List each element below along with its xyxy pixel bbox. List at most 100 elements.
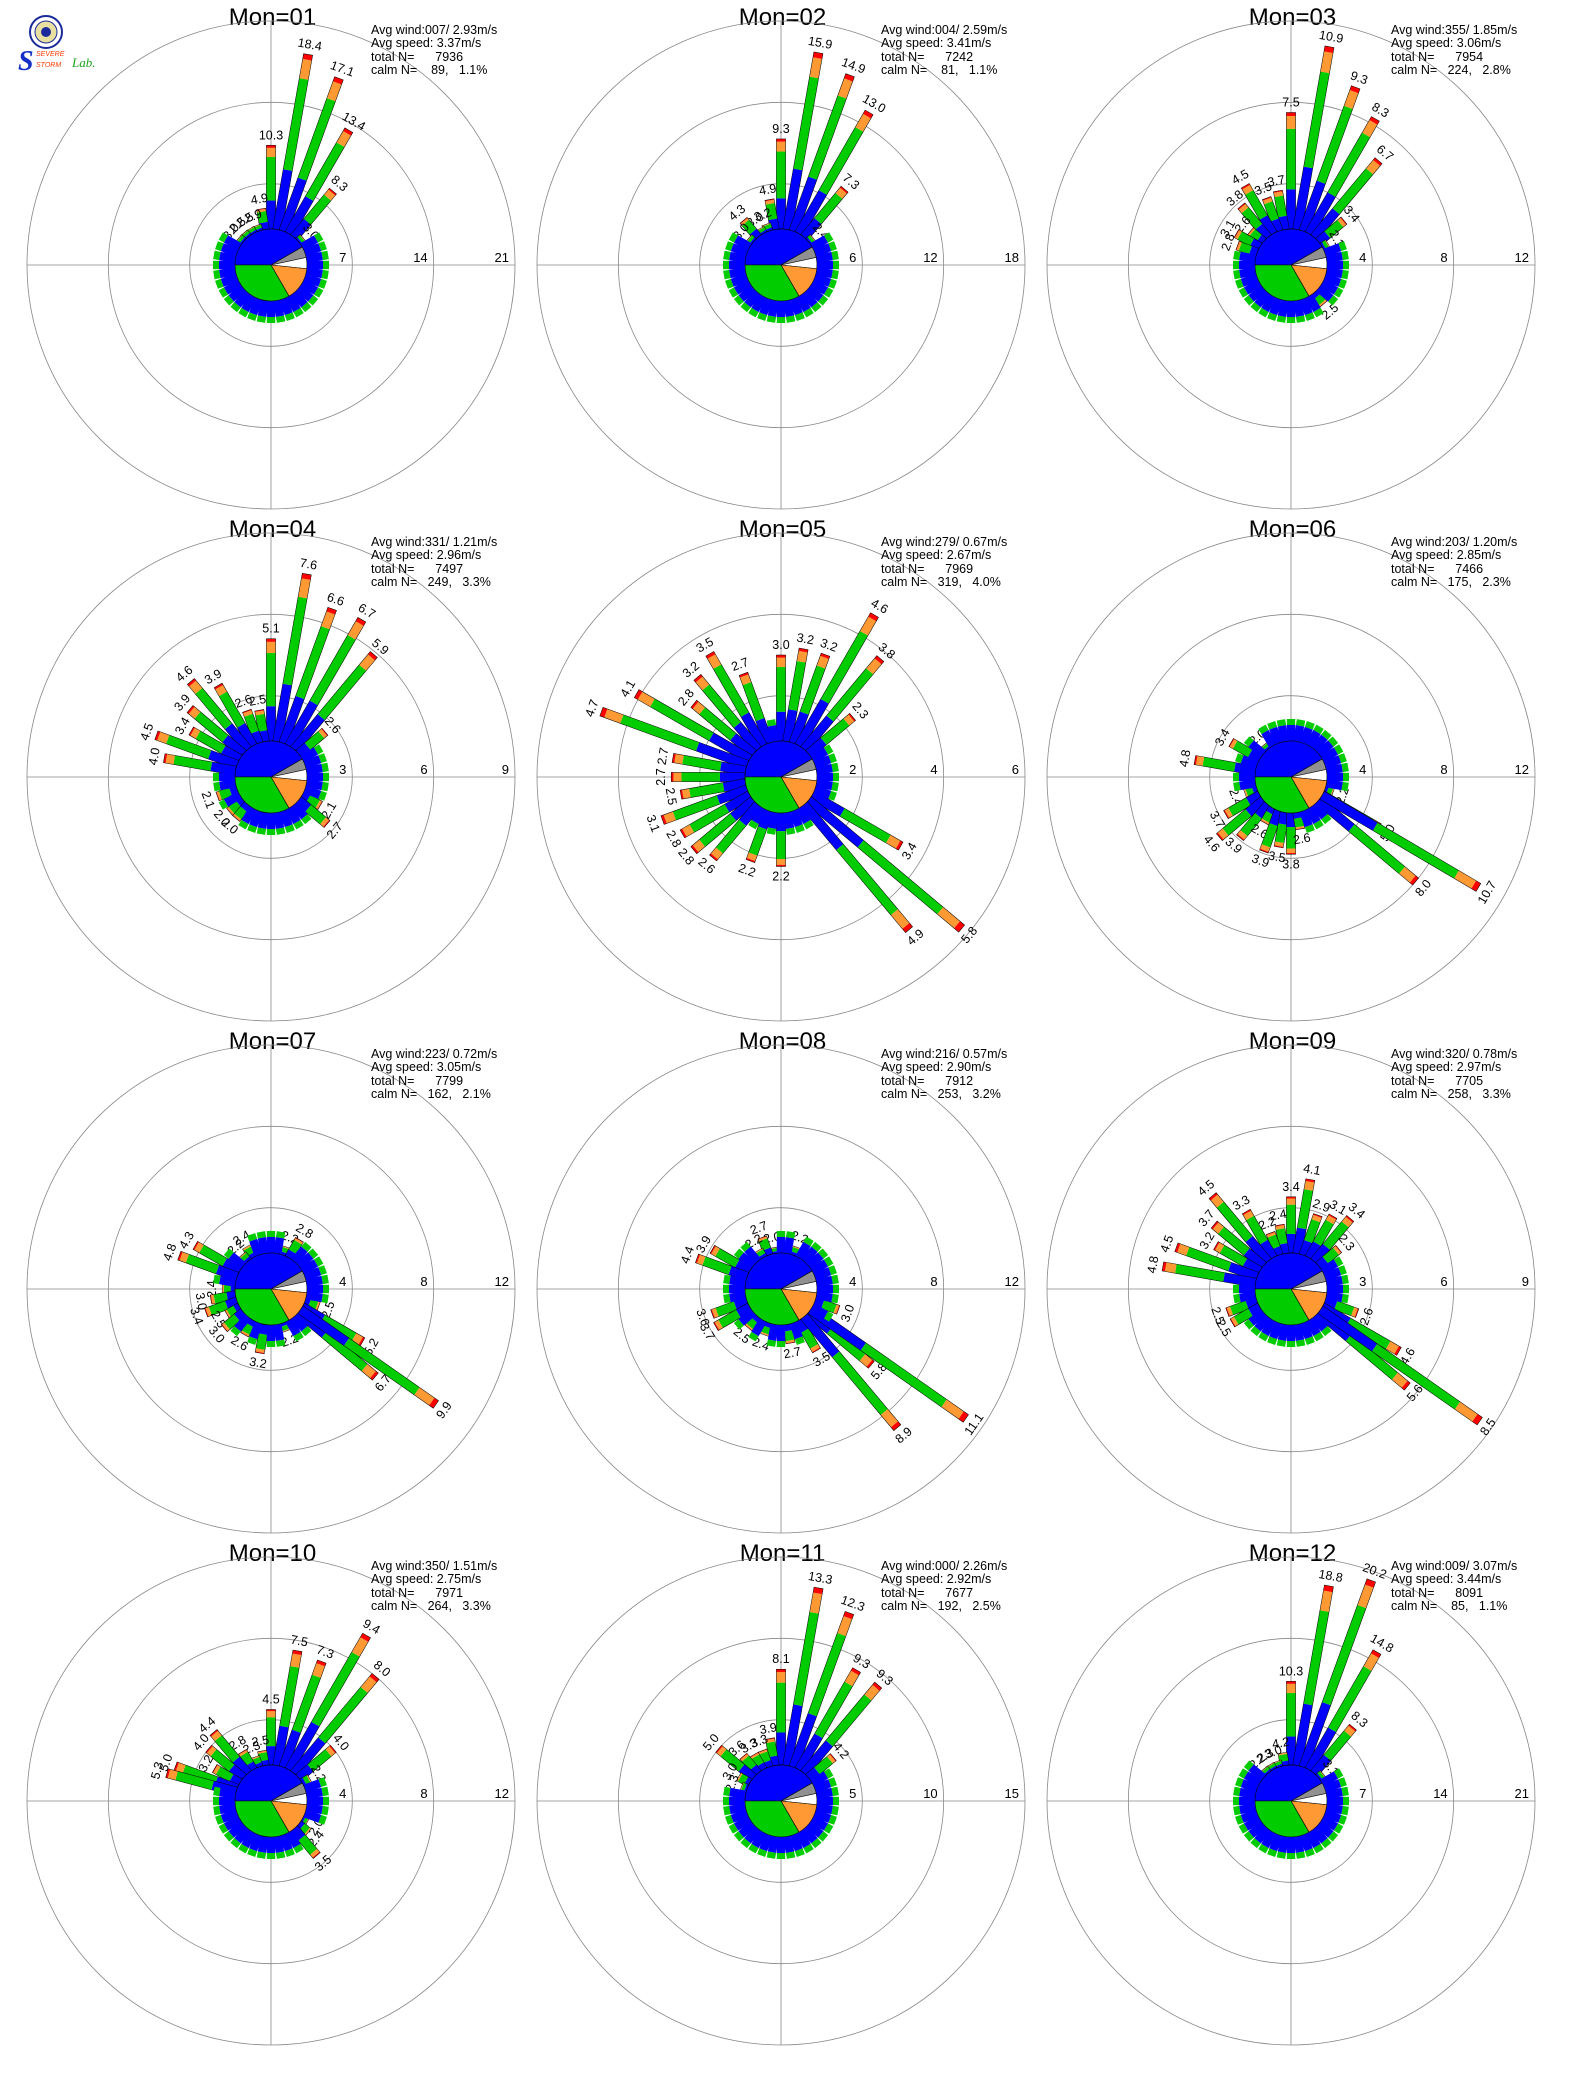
bar-segment xyxy=(828,1265,837,1276)
bar-segment xyxy=(1295,825,1305,830)
bar-segment xyxy=(1304,312,1315,321)
minor-bars xyxy=(1233,241,1349,323)
minor-bar xyxy=(1320,1768,1344,1787)
bar-segment xyxy=(290,1246,308,1265)
bar-segment xyxy=(1286,813,1296,828)
bar-segment xyxy=(1325,779,1343,791)
bar-segment xyxy=(1243,1760,1254,1771)
bar-segment xyxy=(776,655,786,658)
bar-segment xyxy=(776,711,786,741)
minor-bar xyxy=(783,1231,796,1255)
bar-segment xyxy=(1245,791,1263,806)
bar-segment xyxy=(318,241,327,252)
direction-bar xyxy=(738,671,774,746)
bar-segment xyxy=(1370,1649,1381,1658)
bar-segment xyxy=(740,1753,749,1762)
direction-bar xyxy=(266,638,276,742)
bar-segment xyxy=(1258,1331,1269,1342)
minor-bar xyxy=(1325,1274,1349,1287)
bar-segment xyxy=(815,763,833,775)
bar-segment xyxy=(810,279,829,295)
bar-segment xyxy=(266,317,276,323)
bar-segment xyxy=(759,297,773,316)
bar-segment xyxy=(300,747,319,763)
bar-segment xyxy=(242,1244,252,1251)
minor-bar xyxy=(273,299,286,323)
bar-segment xyxy=(304,1827,312,1836)
bar-segment xyxy=(1295,1339,1306,1347)
minor-bar xyxy=(1286,1837,1296,1859)
bar-segment xyxy=(414,1387,435,1406)
bar-segment xyxy=(154,730,161,741)
stats-total: total N= 7242 xyxy=(881,49,974,64)
bar-label: 4.5 xyxy=(262,1693,279,1707)
direction-bar xyxy=(794,1667,861,1773)
bar-segment xyxy=(303,755,322,769)
bar-segment xyxy=(813,785,832,799)
bar-segment xyxy=(1258,724,1269,735)
bar-segment xyxy=(303,194,332,225)
bar-segment xyxy=(1245,190,1268,220)
bar-segment xyxy=(1274,195,1287,218)
bar-segment xyxy=(1286,725,1296,741)
bar-segment xyxy=(730,1809,749,1823)
bar-segment xyxy=(326,607,337,615)
minor-bar xyxy=(305,1786,329,1799)
bar-segment xyxy=(218,287,229,298)
bar-segment xyxy=(219,267,237,279)
bar-segment xyxy=(1303,1610,1330,1706)
bar-segment xyxy=(210,1294,216,1304)
bar-segment xyxy=(733,279,752,295)
bar-segment xyxy=(1286,848,1296,854)
minor-bar xyxy=(776,301,786,323)
bar-segment xyxy=(813,243,832,257)
bar-segment xyxy=(208,750,239,770)
bar-segment xyxy=(1243,279,1262,295)
bar-segment xyxy=(810,747,829,763)
bar-segment xyxy=(1454,870,1477,889)
bar-segment xyxy=(279,809,293,828)
bar-segment xyxy=(813,1809,832,1823)
bar-label: 2.9 xyxy=(1311,1196,1332,1215)
bar-segment xyxy=(1298,180,1326,233)
minor-bar xyxy=(805,1820,829,1842)
pie-slice-blue xyxy=(234,228,303,266)
bar-segment xyxy=(696,1254,706,1266)
bar-segment xyxy=(805,737,827,758)
bar-segment xyxy=(215,1265,239,1282)
bar-segment xyxy=(828,241,837,252)
center-pie xyxy=(234,1252,308,1326)
bar-segment xyxy=(674,753,684,765)
bar-segment xyxy=(783,299,795,317)
minor-bar xyxy=(813,1777,837,1793)
pie-slice-green xyxy=(234,1800,290,1838)
bar-label: 4.7 xyxy=(582,698,601,719)
minor-bar xyxy=(1293,299,1306,323)
bar-segment xyxy=(776,1672,786,1683)
bar-segment xyxy=(213,1292,228,1304)
center-pie xyxy=(234,228,308,302)
minor-bar xyxy=(748,806,767,830)
bars: 2.22.02.72.23.94.43.63.7 2.52.4 2.7 3.53.05… xyxy=(678,1218,987,1446)
bar-segment xyxy=(1305,1241,1322,1261)
bar-segment xyxy=(791,1245,801,1250)
minor-bar xyxy=(795,806,814,830)
bar-segment xyxy=(300,279,319,295)
center-pie xyxy=(1254,1764,1328,1838)
minor-bar xyxy=(1243,1760,1267,1782)
bar-label: 4.4 xyxy=(678,1244,697,1265)
bar-segment xyxy=(266,1837,276,1853)
ring-label: 12 xyxy=(1005,1274,1019,1289)
bar-segment xyxy=(1354,1308,1359,1318)
bar-segment xyxy=(1254,1825,1272,1844)
bar-segment xyxy=(782,709,798,743)
bar-segment xyxy=(1239,1796,1255,1806)
bar-segment xyxy=(702,684,741,728)
bar-segment xyxy=(815,251,833,263)
bar-segment xyxy=(1321,1838,1332,1849)
bar-segment xyxy=(789,1321,803,1340)
minor-bar xyxy=(1310,1313,1332,1337)
bar-segment xyxy=(1242,1209,1252,1216)
bar-segment xyxy=(760,1331,770,1337)
bar-segment xyxy=(288,1239,302,1254)
